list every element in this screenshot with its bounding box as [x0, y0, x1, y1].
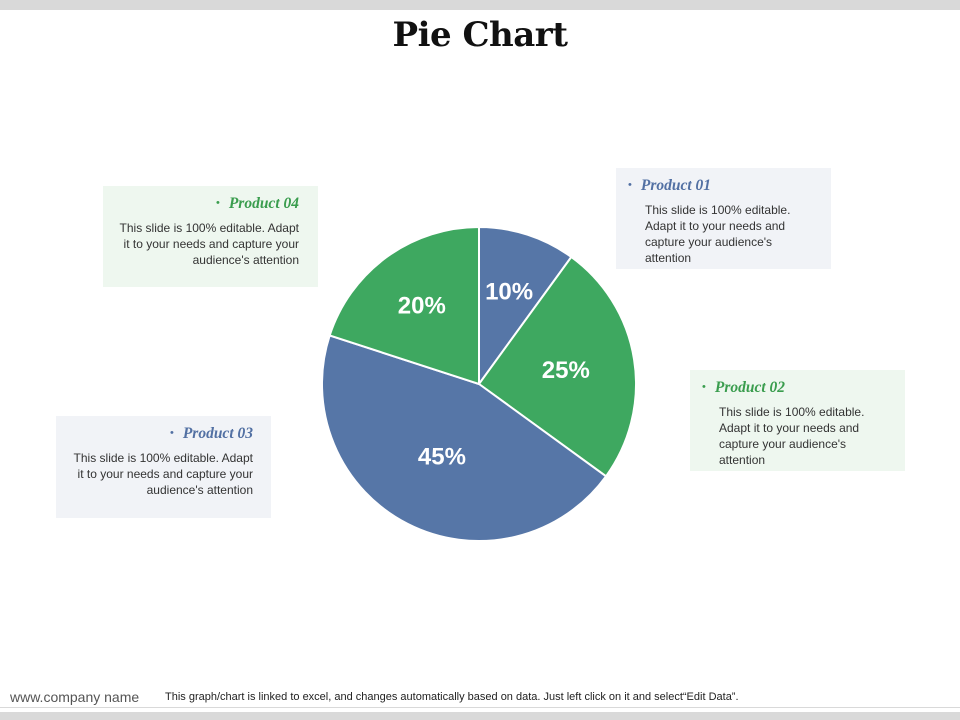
- callout-product-02: • Product 02 This slide is 100% editable.…: [690, 370, 905, 471]
- bullet-icon: •: [702, 381, 706, 393]
- pie-slices: [321, 225, 637, 542]
- callout-product-03-desc: This slide is 100% editable. Adapt it to…: [73, 451, 253, 497]
- footer-note: This graph/chart is linked to excel, and…: [165, 691, 739, 703]
- pie-label-product-03: 45%: [418, 444, 466, 471]
- callout-product-02-title: • Product 02: [702, 379, 786, 396]
- callout-product-01-desc: This slide is 100% editable. Adapt it to…: [645, 203, 791, 265]
- callout-product-01-title: • Product 01: [628, 177, 712, 194]
- bottom-border-bar: [0, 712, 960, 720]
- pie-label-product-01: 10%: [485, 278, 533, 305]
- bullet-icon: •: [215, 197, 220, 209]
- bullet-icon: •: [628, 179, 632, 191]
- slide-title: Pie Chart: [392, 15, 568, 55]
- pie-slice-product-02: [477, 255, 637, 478]
- pie-slice-product-01: [478, 225, 573, 388]
- footer-company-name: www.company name: [10, 689, 140, 705]
- pie-slice-product-04: [328, 225, 480, 386]
- pie-labels: 10% 25% 45% 20%: [398, 278, 590, 470]
- callout-product-01: • Product 01 This slide is 100% editable.…: [616, 168, 831, 269]
- callout-product-03: • Product 03 This slide is 100% editable.…: [56, 416, 271, 518]
- callout-product-04-title: • Product 04: [215, 195, 299, 212]
- pie-slice-product-03: [321, 334, 608, 542]
- callout-product-02-desc: This slide is 100% editable. Adapt it to…: [719, 405, 865, 467]
- top-border-bar: [0, 0, 960, 10]
- callout-product-04: • Product 04 This slide is 100% editable.…: [103, 186, 318, 287]
- pie-label-product-04: 20%: [398, 292, 446, 319]
- pie-label-product-02: 25%: [542, 357, 590, 384]
- bottom-divider: [0, 707, 960, 708]
- callout-product-03-title: • Product 03: [169, 425, 253, 442]
- bullet-icon: •: [169, 427, 174, 439]
- callout-product-04-desc: This slide is 100% editable. Adapt it to…: [119, 221, 299, 267]
